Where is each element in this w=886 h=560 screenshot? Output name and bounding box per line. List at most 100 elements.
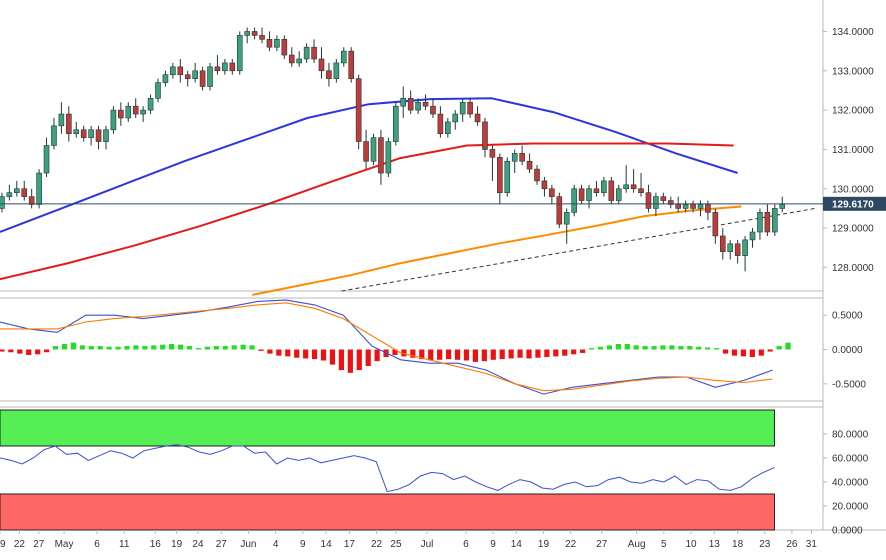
x-tick-label: 24 xyxy=(192,539,204,550)
candle xyxy=(311,39,317,63)
candle xyxy=(437,106,444,138)
macd-histogram-bar xyxy=(276,349,282,356)
candle xyxy=(452,110,459,130)
candle-body xyxy=(422,101,429,107)
candle-body xyxy=(511,153,518,162)
macd-histogram-bar xyxy=(303,349,309,359)
candle-body xyxy=(281,39,288,56)
macd-histogram-bar xyxy=(437,349,443,360)
candle xyxy=(400,86,407,118)
candle-body xyxy=(177,66,184,76)
candle xyxy=(667,196,674,209)
candle-body xyxy=(645,192,652,209)
candle-body xyxy=(125,105,132,119)
macd-histogram-bar xyxy=(481,349,487,362)
macd-histogram-bar xyxy=(240,344,246,350)
candle-body xyxy=(608,180,615,201)
rsi-band xyxy=(0,493,775,531)
macd-histogram-bar xyxy=(678,346,684,350)
candle-body xyxy=(110,109,117,131)
macd-histogram-bar xyxy=(97,346,103,350)
macd-histogram-bar xyxy=(535,349,541,358)
candle-body xyxy=(222,62,228,72)
macd-line xyxy=(0,299,773,395)
candle-body xyxy=(147,98,154,111)
x-tick-label: 9 xyxy=(490,539,496,550)
candle-body xyxy=(103,129,109,142)
macd-histogram-bar xyxy=(419,349,425,360)
candle-body xyxy=(66,113,72,135)
candle xyxy=(630,169,637,193)
candle xyxy=(296,51,302,67)
x-tick-label: 22 xyxy=(565,539,577,550)
candle-body xyxy=(355,78,362,142)
macd-histogram-bar xyxy=(312,349,318,360)
candle xyxy=(601,176,607,197)
candle xyxy=(645,184,652,213)
candle xyxy=(244,27,250,44)
candle-body xyxy=(311,46,317,60)
macd-histogram-bar xyxy=(472,349,478,362)
candle xyxy=(489,145,496,181)
x-tick-label: 6 xyxy=(463,539,469,550)
candle-body xyxy=(28,196,35,205)
x-tick-label: 17 xyxy=(344,539,356,550)
macd-histogram-bar xyxy=(88,346,94,350)
candle xyxy=(333,58,340,83)
candle-body xyxy=(21,188,28,197)
candle xyxy=(140,106,146,122)
candle xyxy=(363,129,369,170)
candle xyxy=(95,125,102,150)
candle xyxy=(36,169,42,209)
candle xyxy=(690,200,696,213)
rsi-y-tick-label: 80.0000 xyxy=(832,430,869,441)
candle-body xyxy=(170,66,176,76)
candle-body xyxy=(348,50,355,79)
candle xyxy=(549,184,555,205)
candle xyxy=(623,165,629,193)
candle-body xyxy=(653,196,659,209)
candle xyxy=(80,125,87,142)
candle xyxy=(207,62,213,91)
candle xyxy=(682,200,689,213)
macd-histogram-bar xyxy=(705,347,711,350)
candle-body xyxy=(370,137,377,162)
candle xyxy=(519,145,525,166)
price-panel: 129.6170 xyxy=(0,27,886,296)
macd-histogram-bar xyxy=(285,349,291,357)
x-tick-label: 22 xyxy=(14,539,26,550)
candle-body xyxy=(601,180,607,193)
x-tick-label: 13 xyxy=(709,539,721,550)
x-tick-label: 5 xyxy=(661,539,667,550)
candle xyxy=(303,43,310,63)
x-tick-label: 14 xyxy=(321,539,333,550)
macd-histogram-bar xyxy=(642,346,648,350)
x-tick-label: 27 xyxy=(216,539,228,550)
macd-histogram-bar xyxy=(151,345,157,350)
price-y-tick-label: 129.0000 xyxy=(832,224,874,235)
macd-histogram-bar xyxy=(338,349,345,371)
x-tick-label: May xyxy=(55,539,74,550)
candle xyxy=(742,235,748,272)
candle-body xyxy=(445,121,451,135)
candle-body xyxy=(385,141,392,174)
rsi-y-tick-label: 60.0000 xyxy=(832,454,869,465)
candle-body xyxy=(504,160,511,193)
candle xyxy=(378,129,384,185)
macd-histogram-bar xyxy=(615,344,621,350)
candle-body xyxy=(719,235,726,252)
candle-body xyxy=(779,204,786,209)
x-axis-labels: 19 22 27 May 6 11 16 19 24 27 Jun 4 9 14 17 22 25 Jul 6 9 14… xyxy=(0,530,817,550)
macd-histogram-bar xyxy=(249,345,255,350)
candle-body xyxy=(459,101,466,115)
candle xyxy=(504,157,511,197)
candle xyxy=(0,192,5,213)
price-y-tick-label: 130.0000 xyxy=(832,184,874,195)
macd-histogram-bar xyxy=(410,349,416,358)
candle xyxy=(162,70,169,87)
macd-y-tick-label: 0.5000 xyxy=(832,311,863,322)
candle xyxy=(474,106,481,126)
candle-body xyxy=(88,129,94,138)
macd-histogram-bar xyxy=(428,349,434,361)
candle xyxy=(177,58,184,83)
